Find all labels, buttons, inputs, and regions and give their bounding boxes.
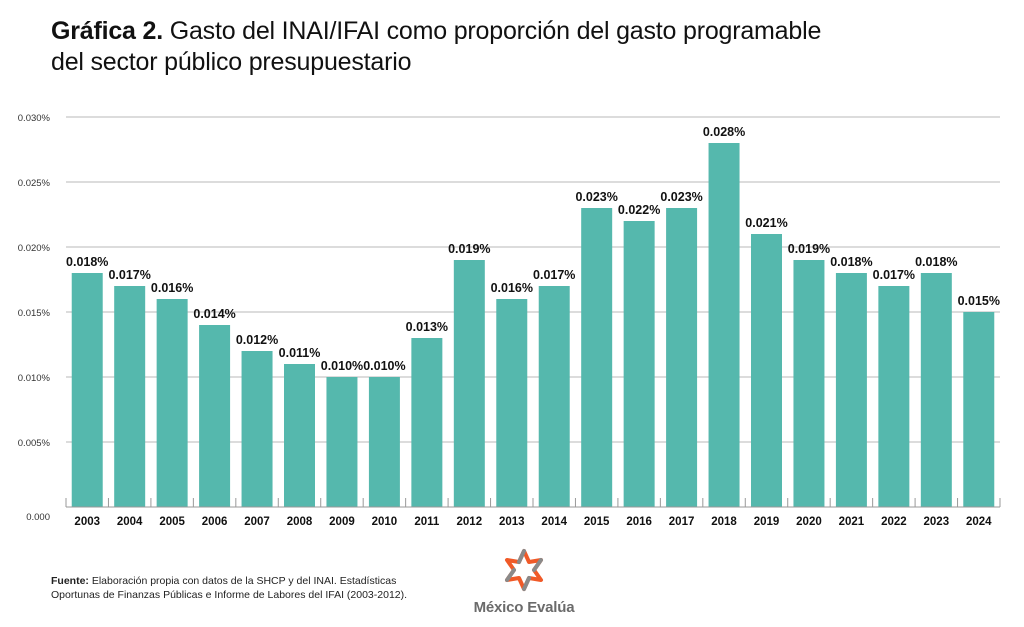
data-label-2007: 0.012%: [236, 333, 278, 347]
x-tick-label: 2008: [287, 516, 313, 528]
x-tick-label: 2013: [499, 516, 525, 528]
data-label-2019: 0.021%: [745, 216, 787, 230]
y-axis: 0.000 0.005% 0.010% 0.015% 0.020% 0.025% 0.030…: [18, 113, 51, 523]
data-label-2021: 0.018%: [830, 255, 872, 269]
bar-2007: [241, 351, 273, 507]
bar-2010: [368, 377, 400, 507]
bar-2017: [666, 208, 698, 507]
x-tick-label: 2022: [881, 516, 907, 528]
data-label-2024: 0.015%: [958, 294, 1000, 308]
chart-title-line2: del sector público presupuestario: [51, 48, 412, 76]
bar-2003: [71, 273, 103, 507]
x-tick-label: 2009: [329, 516, 355, 528]
data-label-2016: 0.022%: [618, 203, 660, 217]
bar-2013: [496, 299, 528, 507]
x-tick-label: 2011: [414, 516, 440, 528]
bar-2012: [453, 260, 485, 507]
data-label-2014: 0.017%: [533, 268, 575, 282]
x-tick-label: 2016: [626, 516, 652, 528]
data-label-2017: 0.023%: [660, 190, 702, 204]
x-tick-label: 2018: [711, 516, 737, 528]
data-label-2004: 0.017%: [108, 268, 150, 282]
x-tick-label: 2005: [159, 516, 185, 528]
data-label-2003: 0.018%: [66, 255, 108, 269]
x-tick-label: 2023: [924, 516, 950, 528]
source-text-line2: Oportunas de Finanzas Públicas e Informe…: [51, 589, 408, 601]
bar-2011: [411, 338, 443, 507]
data-label-2023: 0.018%: [915, 255, 957, 269]
x-tick-label: 2004: [117, 516, 143, 528]
x-tick-label: 2010: [372, 516, 398, 528]
y-tick-label: 0.000: [26, 512, 50, 523]
data-label-2022: 0.017%: [873, 268, 915, 282]
bar-2018: [708, 143, 740, 507]
data-label-2009: 0.010%: [321, 359, 363, 373]
data-label-2020: 0.019%: [788, 242, 830, 256]
logo-text: México Evalúa: [473, 599, 575, 616]
data-label-2012: 0.019%: [448, 242, 490, 256]
x-tick-label: 2012: [457, 516, 483, 528]
source-label: Fuente:: [51, 575, 89, 587]
data-label-2015: 0.023%: [575, 190, 617, 204]
chart-title-line1: Gasto del INAI/IFAI como proporción del …: [169, 17, 822, 45]
bar-2022: [878, 286, 910, 507]
y-tick-label: 0.015%: [18, 308, 51, 319]
y-tick-label: 0.020%: [18, 243, 51, 254]
data-label-2005: 0.016%: [151, 281, 193, 295]
data-label-2013: 0.016%: [491, 281, 533, 295]
bar-2008: [284, 364, 315, 507]
bar-2006: [199, 325, 231, 507]
bar-2005: [156, 299, 188, 507]
data-labels: 0.018%0.017%0.016%0.014%0.012%0.011%0.01…: [66, 125, 1000, 373]
x-tick-label: 2024: [966, 516, 992, 528]
chart-title: Gráfica 2. Gasto del INAI/IFAI como prop…: [51, 16, 821, 78]
bar-2024: [963, 312, 995, 507]
data-label-2018: 0.028%: [703, 125, 745, 139]
x-axis: 2003 2004 2005 2006 2007 2008 2009 2010 2011 2012…: [65, 498, 1001, 528]
source-note: Fuente: Elaboración propia con datos de …: [51, 574, 407, 602]
x-tick-label: 2020: [796, 516, 822, 528]
x-tick-label: 2015: [584, 516, 610, 528]
y-tick-label: 0.025%: [18, 178, 51, 189]
data-label-2008: 0.011%: [279, 346, 321, 360]
data-label-2006: 0.014%: [193, 307, 235, 321]
chart-title-number: Gráfica 2.: [51, 17, 163, 45]
bar-2009: [326, 377, 358, 507]
y-tick-label: 0.030%: [18, 113, 51, 124]
data-label-2011: 0.013%: [406, 320, 448, 334]
mexico-evalua-logo: México Evalúa: [462, 548, 586, 616]
bar-2019: [751, 234, 782, 507]
x-tick-label: 2014: [541, 516, 567, 528]
x-tick-label: 2007: [244, 516, 270, 528]
bar-2016: [623, 221, 655, 507]
bar-chart: 0.000 0.005% 0.010% 0.015% 0.020% 0.025% 0.030…: [18, 113, 1001, 528]
source-text-line1: Elaboración propia con datos de la SHCP …: [91, 575, 397, 587]
x-tick-label: 2021: [839, 516, 865, 528]
x-tick-label: 2003: [74, 516, 100, 528]
bar-2023: [920, 273, 952, 507]
y-tick-label: 0.005%: [18, 438, 51, 449]
bar-2020: [793, 260, 825, 507]
bar-2014: [538, 286, 570, 507]
bar-2004: [114, 286, 146, 507]
bar-2021: [835, 273, 867, 507]
bar-2015: [581, 208, 613, 507]
star-logo-icon: [505, 549, 543, 591]
bars: [71, 143, 995, 507]
x-tick-label: 2017: [669, 516, 695, 528]
y-tick-label: 0.010%: [18, 373, 51, 384]
x-tick-label: 2006: [202, 516, 228, 528]
data-label-2010: 0.010%: [363, 359, 405, 373]
x-tick-label: 2019: [754, 516, 780, 528]
